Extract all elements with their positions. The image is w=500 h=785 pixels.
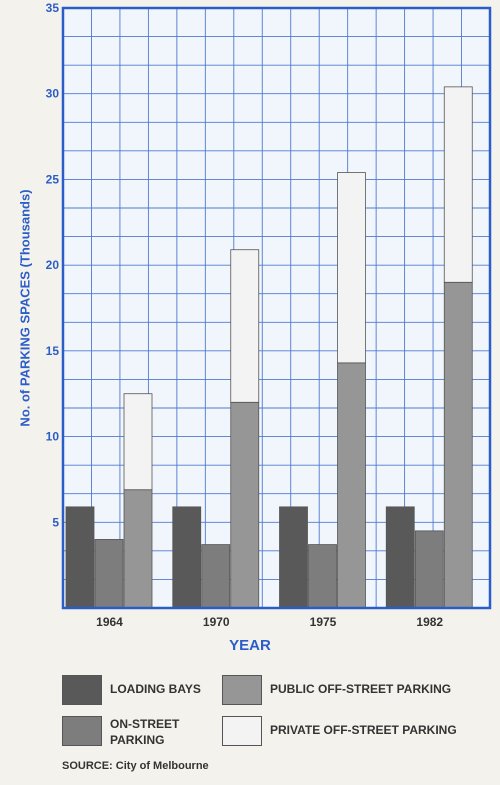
bar-public-off-street-parking-1964: [123, 489, 153, 609]
bar-on-street-parking-1975: [308, 544, 337, 609]
y-tick-label: 20: [46, 258, 60, 272]
bar-private-off-street-parking-1975: [337, 172, 366, 364]
legend-swatch-public-off-street: [222, 675, 262, 705]
legend-swatch-loading-bays: [62, 675, 102, 705]
legend-item-private-off-street: PRIVATE OFF-STREET PARKING: [222, 716, 457, 746]
bar-loading-bays-1970: [172, 506, 202, 609]
x-tick-label: 1975: [310, 615, 337, 629]
bar-loading-bays-1975: [279, 506, 308, 609]
bar-loading-bays-1982: [385, 506, 415, 609]
bar-loading-bays-1964: [65, 506, 95, 609]
bar-private-off-street-parking-1964: [123, 393, 153, 491]
x-tick-label: 1982: [416, 615, 443, 629]
bar-on-street-parking-1970: [201, 544, 231, 609]
bar-public-off-street-parking-1970: [230, 401, 260, 609]
y-tick-label: 30: [46, 87, 60, 101]
legend-label-public-off-street: PUBLIC OFF-STREET PARKING: [270, 682, 452, 696]
bar-on-street-parking-1964: [94, 539, 124, 609]
legend-label-on-street: ON-STREET PARKING: [110, 717, 180, 747]
legend-item-public-off-street: PUBLIC OFF-STREET PARKING: [222, 675, 451, 705]
legend-label-loading-bays: LOADING BAYS: [110, 682, 201, 696]
plot-border: [61, 6, 492, 610]
y-tick-label: 25: [46, 172, 60, 186]
bar-public-off-street-parking-1975: [337, 362, 366, 609]
y-tick-label: 15: [46, 344, 60, 358]
legend-item-on-street: ON-STREET PARKING: [62, 716, 200, 748]
bar-on-street-parking-1982: [414, 530, 444, 609]
x-tick-label: 1970: [203, 615, 230, 629]
y-tick-label: 5: [52, 515, 59, 529]
bar-private-off-street-parking-1982: [443, 86, 473, 283]
legend-swatch-private-off-street: [222, 716, 262, 746]
legend-label-private-off-street: PRIVATE OFF-STREET PARKING: [270, 723, 457, 737]
y-tick-label: 10: [46, 430, 60, 444]
legend-swatch-on-street: [62, 716, 102, 746]
x-tick-label: 1964: [96, 615, 123, 629]
y-axis-label: No. of PARKING SPACES (Thousands): [17, 189, 33, 427]
legend-item-loading-bays: LOADING BAYS: [62, 675, 201, 705]
source-note: SOURCE: City of Melbourne: [62, 760, 209, 772]
bar-private-off-street-parking-1970: [230, 249, 260, 403]
bar-public-off-street-parking-1982: [443, 281, 473, 609]
x-axis-label: YEAR: [229, 637, 271, 654]
y-tick-label: 35: [46, 1, 60, 15]
